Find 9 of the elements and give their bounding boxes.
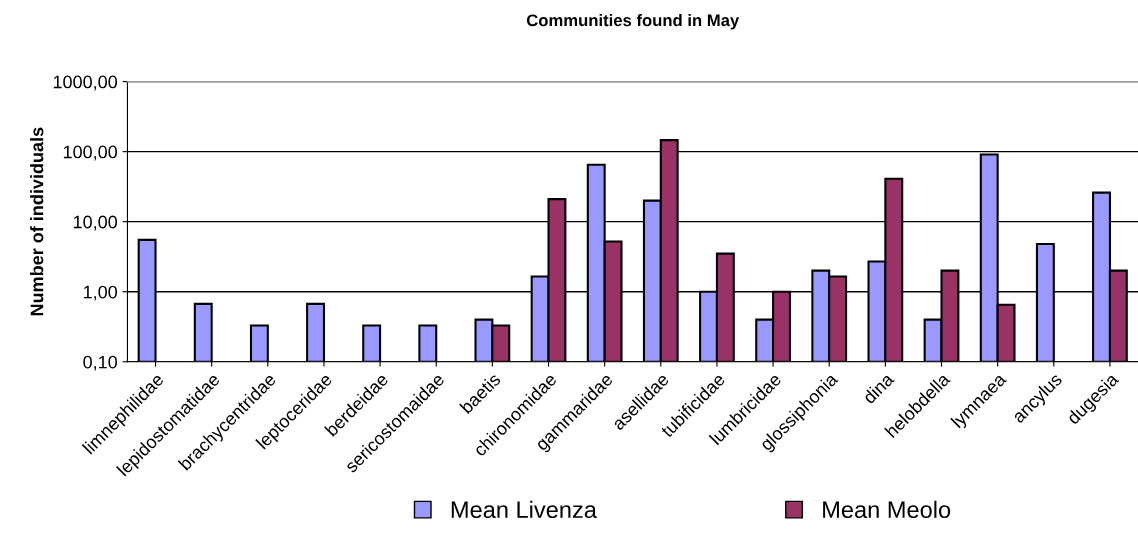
y-tick-label: 0,10 [83, 355, 118, 371]
y-axis-title: Number of individuals [30, 127, 44, 316]
y-tick-label: 10,00 [73, 215, 118, 231]
legend-label: Mean Meolo [823, 500, 951, 519]
y-tick-label: 100,00 [63, 145, 118, 161]
y-tick-label: 1,00 [83, 285, 118, 301]
y-tick-label: 1000,00 [53, 75, 118, 91]
legend-label: Mean Livenza [451, 500, 597, 519]
chart-title: Communities found in May [526, 13, 740, 30]
